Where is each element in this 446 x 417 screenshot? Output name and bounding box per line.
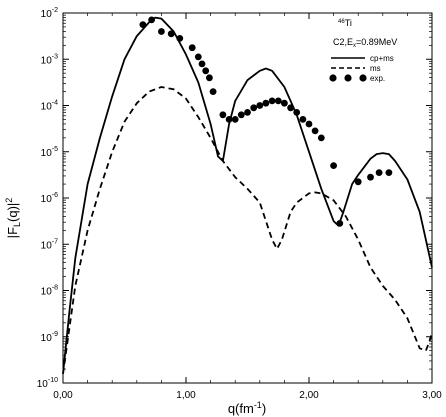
y-tick-label: 10-5 — [41, 146, 58, 159]
y-tick-label: 10-4 — [41, 100, 58, 113]
y-tick-label-power: -5 — [52, 146, 58, 153]
exp-point — [250, 104, 258, 112]
y-axis-label: |FL(q)|2 — [4, 198, 22, 239]
legend-marker-exp-1 — [329, 74, 337, 82]
y-axis-label-exp: 2 — [4, 198, 14, 203]
exp-point — [385, 169, 393, 177]
y-tick-label-base: 10 — [41, 102, 53, 113]
legend-label-cp-ms: cp+ms — [370, 54, 394, 63]
y-tick-label: 10-6 — [41, 192, 58, 205]
y-tick-label-power: -3 — [52, 53, 58, 60]
y-tick-label-base: 10 — [41, 240, 53, 251]
y-tick-label-base: 10 — [41, 55, 53, 66]
exp-point — [336, 220, 344, 227]
y-tick-label-power: -7 — [52, 238, 58, 245]
x-tick-label: 1,00 — [176, 390, 196, 401]
y-axis-label-main: |F — [5, 227, 20, 238]
annotation: 46Ti C2,Ex=0.89MeV — [333, 18, 397, 49]
exp-point — [299, 116, 307, 123]
y-tick-label: 10-7 — [41, 238, 58, 251]
exp-point — [202, 67, 210, 75]
exp-point — [317, 134, 325, 142]
exp-point — [281, 99, 288, 107]
y-tick-label-power: -9 — [52, 331, 58, 338]
exp-point — [256, 102, 264, 109]
x-axis-label-close: ) — [262, 401, 266, 416]
y-tick-label-power: -2 — [52, 7, 58, 14]
annotation-line1: 46Ti — [338, 18, 352, 28]
x-axis-label-exp: -1 — [254, 400, 262, 410]
legend-marker-exp-3 — [359, 74, 367, 82]
nucleus-symbol: Ti — [345, 18, 352, 28]
exp-point — [293, 109, 301, 116]
exp-point — [198, 60, 206, 68]
y-tick-label: 10-8 — [41, 285, 58, 298]
axis-layer: 10-210-310-410-510-610-710-810-910-100,0… — [37, 7, 442, 401]
exp-point — [274, 97, 282, 105]
y-tick-label: 10-10 — [37, 377, 58, 390]
x-tick-label: 3,00 — [422, 390, 442, 401]
y-tick-label-base: 10 — [41, 148, 53, 159]
series-line-cp-ms — [62, 16, 433, 374]
exp-point — [268, 97, 276, 105]
y-tick-label: 10-3 — [41, 53, 58, 66]
y-tick-label-base: 10 — [41, 9, 53, 20]
x-axis-label: q(fm-1) — [228, 400, 266, 416]
exp-point — [206, 74, 213, 82]
exp-point — [262, 99, 270, 107]
x-tick-label: 0,00 — [53, 390, 73, 401]
y-tick-label-power: -4 — [52, 100, 58, 107]
y-tick-label-power: -8 — [52, 285, 58, 292]
exp-point — [176, 35, 184, 42]
exp-point — [225, 116, 233, 123]
legend: cp+ms ms exp. — [329, 54, 394, 83]
exp-point — [148, 16, 156, 24]
plot-area — [62, 16, 433, 374]
legend-label-ms: ms — [370, 64, 381, 73]
nucleus-mass: 46 — [338, 19, 345, 25]
exp-point — [188, 44, 196, 52]
exp-point — [244, 109, 251, 116]
y-tick-label-base: 10 — [41, 287, 53, 298]
exp-point — [158, 28, 165, 35]
annotation-line2: C2,Ex=0.89MeV — [333, 37, 397, 49]
annotation-line2-suffix: =0.89MeV — [356, 37, 397, 47]
exp-point — [194, 53, 202, 61]
series-line-ms — [62, 86, 433, 374]
y-axis-label-sub: L — [12, 222, 22, 227]
y-tick-label-base: 10 — [37, 379, 49, 390]
exp-point — [330, 162, 337, 170]
exp-point — [354, 178, 362, 186]
y-axis-label-mid: (q)| — [5, 203, 20, 222]
exp-point — [305, 120, 313, 128]
annotation-line2-prefix: C2,E — [333, 37, 353, 47]
exp-point — [209, 88, 217, 95]
exp-point — [367, 173, 374, 181]
exp-point — [167, 30, 175, 38]
x-axis-label-main: q(fm — [228, 401, 254, 416]
y-tick-label-base: 10 — [41, 333, 53, 344]
legend-marker-exp-2 — [344, 74, 352, 82]
legend-label-exp: exp. — [370, 74, 385, 83]
y-tick-label-power: -6 — [52, 192, 58, 199]
exp-point — [287, 104, 294, 112]
exp-point — [219, 111, 227, 119]
x-tick-label: 2,00 — [299, 390, 319, 401]
exp-point — [375, 169, 383, 177]
y-tick-label-base: 10 — [41, 194, 53, 205]
y-tick-label: 10-2 — [41, 7, 58, 20]
annotation-line2-sub: x — [353, 43, 356, 49]
exp-point — [311, 127, 319, 135]
y-tick-label-power: -10 — [48, 377, 58, 384]
exp-point — [139, 21, 147, 28]
exp-point — [237, 111, 245, 119]
exp-point — [231, 116, 239, 123]
y-tick-label: 10-9 — [41, 331, 58, 344]
